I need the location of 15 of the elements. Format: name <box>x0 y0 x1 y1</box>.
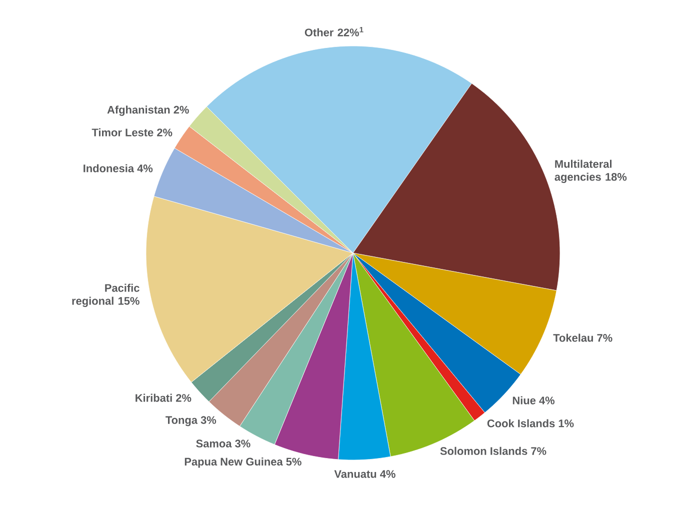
slice-label: Indonesia 4% <box>84 164 153 172</box>
slice-label: Tonga 3% <box>166 416 216 426</box>
slice-label: Tokelau 7% <box>553 334 612 342</box>
slice-label: Samoa 3% <box>196 440 250 448</box>
slice-label: Kiribati 2% <box>136 394 192 402</box>
slice-label: Timor Leste 2% <box>92 128 172 136</box>
slice-label: Solomon Islands 7% <box>440 446 546 455</box>
slice-label: Other 22%$^{1}$ <box>304 26 364 36</box>
slice-label: Cook Islands 1% <box>487 419 574 428</box>
slice-label: Vanuatu 4% <box>334 470 396 478</box>
slice-label: Papua New Guinea 5% <box>184 458 302 468</box>
slice-label: Niue 4% <box>512 396 555 404</box>
slice-label: Afghanistan 2% <box>107 106 189 116</box>
slice-label: Pacific regional 15% <box>72 284 140 308</box>
slice-label: Multilateral agencies 18% <box>554 160 627 184</box>
